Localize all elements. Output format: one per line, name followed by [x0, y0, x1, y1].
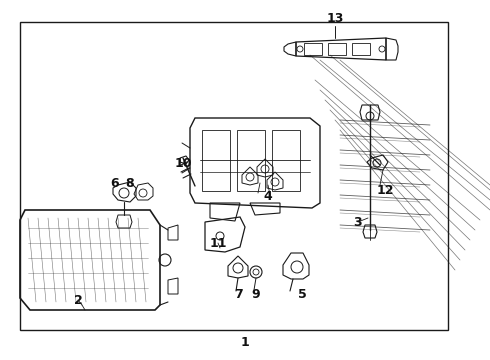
Text: 4: 4 — [264, 189, 272, 202]
Bar — [272, 130, 300, 191]
Text: 5: 5 — [297, 288, 306, 301]
Bar — [20, 22, 448, 330]
Text: 11: 11 — [209, 237, 227, 249]
Text: 3: 3 — [354, 216, 362, 229]
Bar — [328, 43, 346, 55]
Text: 8: 8 — [126, 176, 134, 189]
Text: 1: 1 — [241, 336, 249, 348]
Bar — [304, 43, 322, 55]
Bar — [202, 130, 230, 191]
Text: 13: 13 — [326, 12, 343, 24]
Text: 9: 9 — [252, 288, 260, 301]
Text: 2: 2 — [74, 293, 82, 306]
Text: 10: 10 — [174, 157, 192, 170]
Text: 6: 6 — [111, 176, 119, 189]
Text: 7: 7 — [234, 288, 243, 301]
Bar — [352, 43, 370, 55]
Text: 12: 12 — [376, 184, 394, 197]
Bar — [237, 130, 265, 191]
